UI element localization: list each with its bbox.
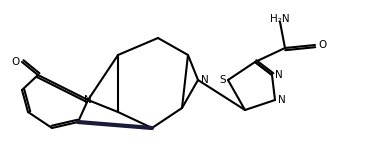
- Text: N: N: [84, 95, 92, 105]
- Text: N: N: [201, 75, 209, 85]
- Text: H₂N: H₂N: [270, 14, 290, 24]
- Text: S: S: [219, 75, 226, 85]
- Text: N: N: [278, 95, 286, 105]
- Text: O: O: [12, 57, 20, 67]
- Text: O: O: [318, 40, 326, 50]
- Text: N: N: [275, 70, 283, 80]
